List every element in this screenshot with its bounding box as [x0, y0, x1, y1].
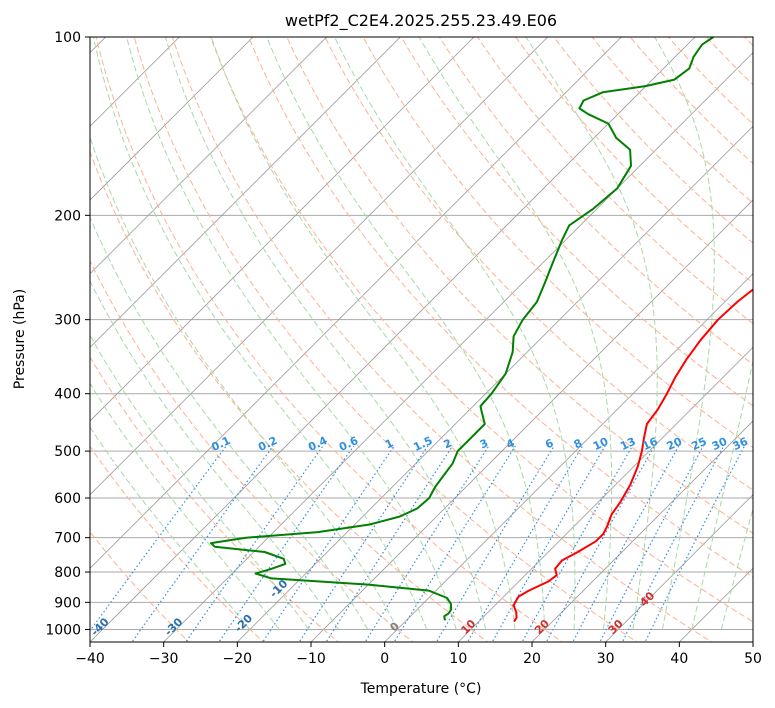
mixing-ratio-label: 36: [731, 435, 751, 453]
dry-adiabat-line: [90, 531, 190, 642]
dry-adiabat-line: [438, 37, 753, 366]
mixing-ratio-label: 16: [640, 435, 660, 453]
mixing-ratio-label: 20: [665, 435, 685, 453]
isotherm-line: [90, 37, 328, 275]
moist-adiabat-line: [691, 358, 753, 630]
mixing-ratio-line: [298, 445, 429, 642]
x-tick-label: 40: [670, 651, 688, 667]
y-tick-label: 100: [54, 30, 81, 46]
x-axis-title: Temperature (°C): [360, 681, 482, 697]
mixing-ratio-line: [218, 445, 355, 642]
moist-adiabat-line: [525, 37, 658, 630]
dry-adiabat-line: [90, 150, 489, 642]
x-tick-label: 0: [380, 651, 389, 667]
x-tick-label: −30: [149, 651, 179, 667]
y-tick-label: 600: [54, 491, 81, 507]
temperature-line: [512, 288, 753, 623]
moist-adiabat-line: [90, 426, 251, 630]
dry-adiabat-line: [90, 259, 414, 642]
mixing-ratio-line: [572, 445, 680, 642]
dry-adiabat-line: [248, 37, 753, 578]
moist-adiabat-line: [126, 37, 457, 630]
mixing-ratio-line: [364, 445, 490, 642]
dry-adiabat-line: [133, 37, 638, 642]
x-tick-label: 50: [744, 651, 762, 667]
chart-title: wetPf2_C2E4.2025.255.23.49.E06: [285, 11, 557, 31]
mixing-ratio-line: [393, 445, 516, 642]
mixing-ratio-line: [599, 445, 704, 642]
moist-adiabat-line: [90, 382, 280, 630]
isotherm-line: [384, 273, 753, 642]
x-tick-label: 20: [523, 651, 541, 667]
isotherm-line: [163, 52, 753, 642]
moist-adiabat-line: [654, 37, 715, 630]
isotherm-line: [605, 494, 753, 642]
moist-adiabat-line: [164, 37, 487, 630]
y-tick-label: 700: [54, 531, 81, 547]
dry-adiabat-line: [324, 37, 753, 491]
dry-adiabat-line: [209, 37, 753, 623]
mixing-ratio-label: 30: [710, 435, 730, 453]
mixing-ratio-line: [185, 445, 324, 642]
dry-adiabat-line: [171, 37, 713, 642]
y-tick-label: 200: [54, 208, 81, 224]
x-tick-label: −40: [75, 651, 105, 667]
mixing-ratio-line: [131, 445, 274, 642]
x-tick-label: −10: [296, 651, 326, 667]
y-tick-label: 300: [54, 313, 81, 329]
x-tick-label: 10: [449, 651, 467, 667]
dry-adiabat-line: [90, 356, 340, 642]
dry-adiabat-line: [400, 37, 753, 407]
y-tick-label: 400: [54, 387, 81, 403]
dewpoint-line: [210, 37, 714, 621]
isotherm-line: [90, 37, 475, 422]
y-tick-label: 800: [54, 565, 81, 581]
moist-adiabat-line: [90, 215, 369, 630]
y-tick-label: 500: [54, 444, 81, 460]
isotherm-line: [457, 346, 753, 642]
isotherm-line: [90, 37, 401, 348]
mixing-ratio-line: [491, 445, 606, 642]
moist-adiabat-line: [90, 135, 398, 630]
moist-adiabat-line: [418, 37, 613, 630]
isotherm-line: [236, 125, 753, 642]
plot-frame: [89, 36, 754, 643]
y-tick-label: 900: [54, 595, 81, 611]
x-tick-label: −20: [223, 651, 253, 667]
dry-adiabat-line: [95, 37, 564, 642]
mixing-ratio-label: 25: [689, 435, 708, 453]
dry-adiabat-line: [515, 37, 753, 284]
isotherm-line: [310, 199, 753, 642]
axes: −40 −30 −20 −10 0 10 20 30 40 50 1000 900 800 700 600 5…: [45, 30, 762, 667]
mixing-ratio-label: 13: [618, 435, 637, 453]
isotherm-line: [90, 37, 549, 496]
dry-adiabat-line: [286, 37, 753, 534]
isotherm-line: [531, 420, 753, 642]
plot-area: [90, 37, 753, 642]
mixing-ratio-line: [262, 445, 395, 642]
mixing-ratio-line: [466, 445, 584, 642]
mixing-ratio-label: 10: [591, 435, 611, 453]
x-tick-label: 30: [597, 651, 615, 667]
isotherm-line: [90, 37, 622, 569]
isotherm-line: [90, 37, 254, 201]
moist-adiabat-line: [266, 37, 546, 630]
y-axis-title: Pressure (hPa): [12, 289, 28, 389]
mixing-ratio-line: [325, 445, 454, 642]
isotherm-line: [90, 37, 696, 642]
y-tick-label: 1000: [45, 622, 81, 638]
